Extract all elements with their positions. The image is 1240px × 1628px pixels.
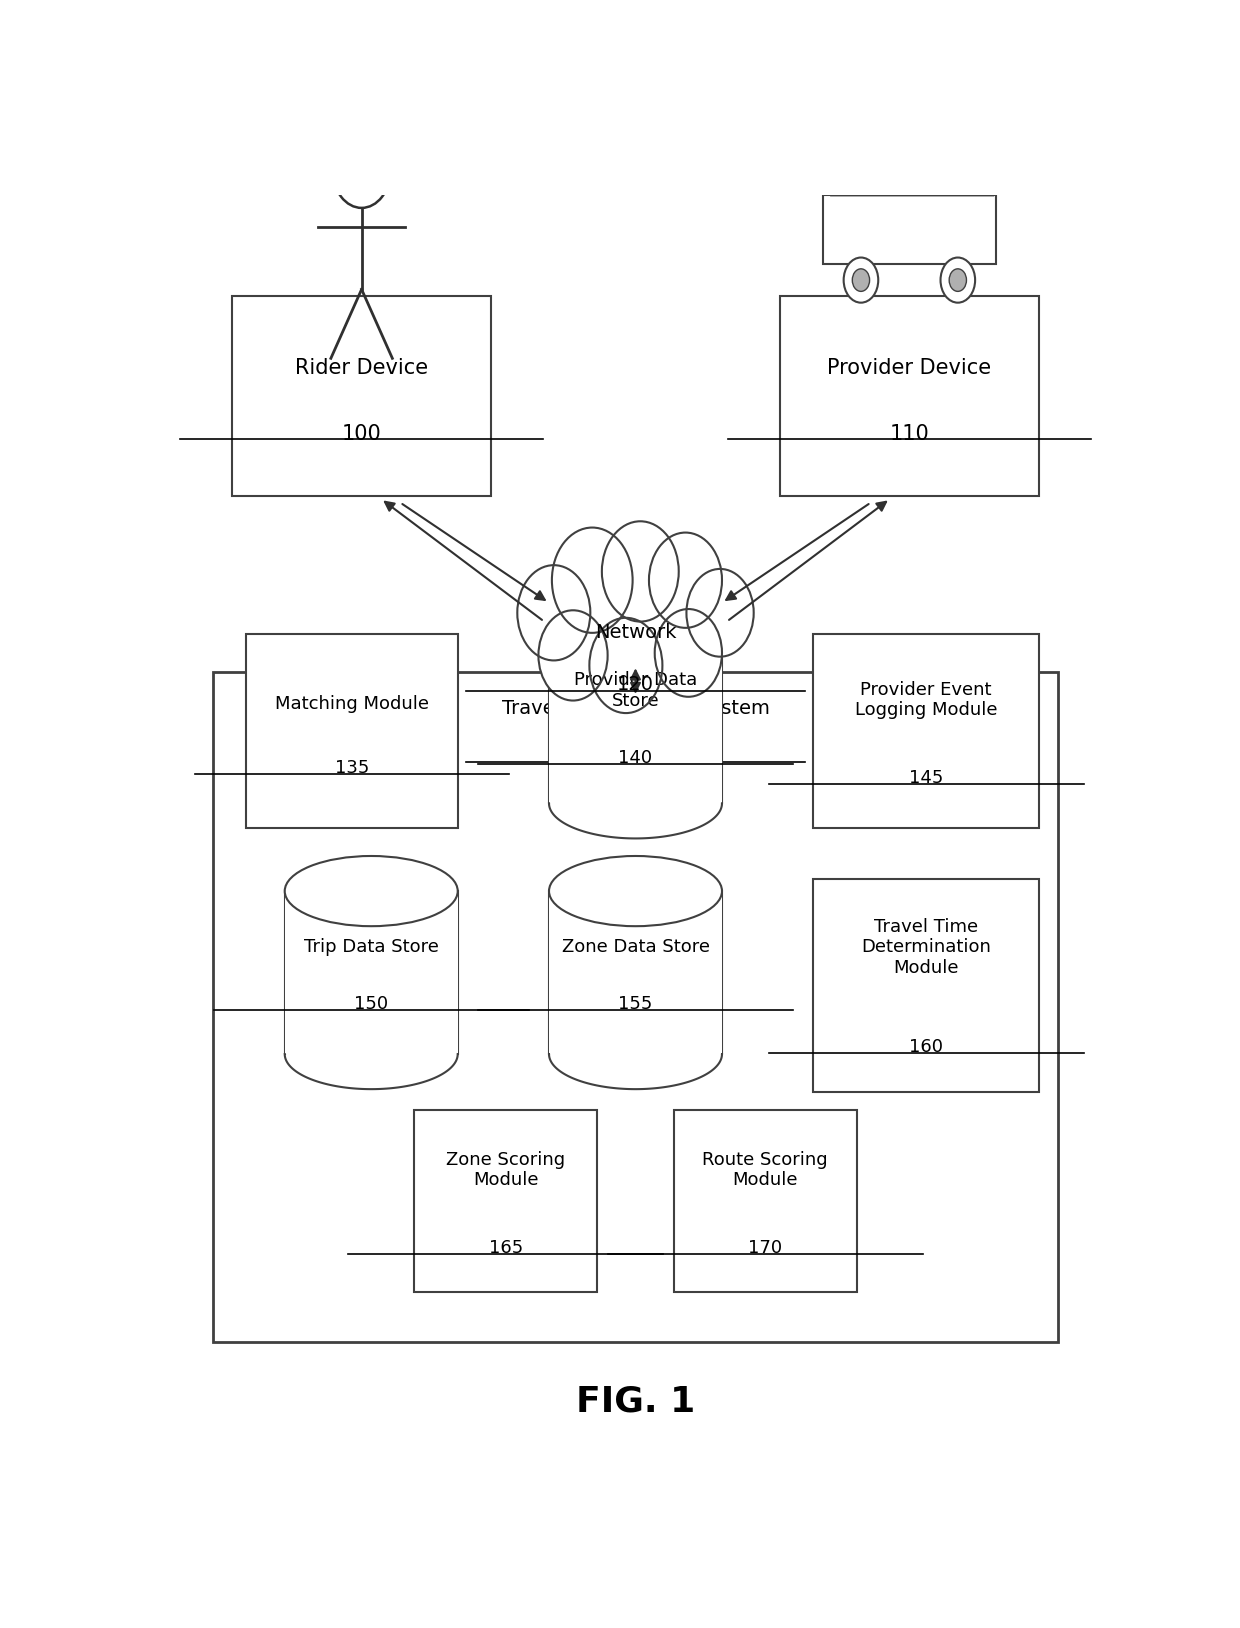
Text: Matching Module: Matching Module [275,695,429,713]
FancyBboxPatch shape [247,633,458,829]
Circle shape [852,269,869,291]
Text: 100: 100 [342,423,382,443]
Circle shape [601,521,678,622]
Text: Route Scoring
Module: Route Scoring Module [702,1151,828,1190]
FancyBboxPatch shape [213,672,1058,1343]
Text: Provider Device: Provider Device [827,358,992,378]
Text: 110: 110 [889,423,929,443]
Text: Trip Data Store: Trip Data Store [304,938,439,957]
Text: Network: Network [595,624,676,643]
Polygon shape [832,135,992,195]
Text: Zone Scoring
Module: Zone Scoring Module [446,1151,565,1190]
Text: 165: 165 [489,1239,523,1257]
Text: 170: 170 [748,1239,782,1257]
Circle shape [940,257,975,303]
Polygon shape [549,640,722,803]
Polygon shape [549,891,722,1053]
FancyBboxPatch shape [813,633,1039,829]
Circle shape [552,527,632,633]
FancyBboxPatch shape [813,879,1039,1092]
Ellipse shape [285,856,458,926]
FancyBboxPatch shape [780,296,1039,497]
Text: Travel Coordination System: Travel Coordination System [501,700,770,718]
Circle shape [687,568,754,656]
Ellipse shape [549,856,722,926]
Text: FIG. 1: FIG. 1 [575,1384,696,1418]
Circle shape [589,617,662,713]
Text: 120: 120 [618,676,653,695]
Text: 155: 155 [619,995,652,1013]
Circle shape [517,565,590,661]
Text: Provider Event
Logging Module: Provider Event Logging Module [854,681,997,720]
Text: Zone Data Store: Zone Data Store [562,938,709,957]
Circle shape [949,269,966,291]
Text: 150: 150 [355,995,388,1013]
Circle shape [332,132,391,208]
FancyBboxPatch shape [675,1110,857,1293]
FancyBboxPatch shape [232,296,491,497]
Text: 130: 130 [618,747,653,765]
Ellipse shape [549,606,722,676]
Circle shape [843,257,878,303]
Circle shape [655,609,722,697]
FancyBboxPatch shape [823,195,996,264]
Text: Travel Time
Determination
Module: Travel Time Determination Module [862,918,991,977]
Circle shape [538,610,608,700]
Text: 140: 140 [619,749,652,767]
FancyBboxPatch shape [414,1110,596,1293]
Text: Rider Device: Rider Device [295,358,428,378]
Text: 160: 160 [909,1037,944,1055]
Polygon shape [285,891,458,1053]
Circle shape [649,532,722,628]
Text: Provider Data
Store: Provider Data Store [574,671,697,710]
Text: 135: 135 [335,759,370,777]
Text: 145: 145 [909,768,944,786]
